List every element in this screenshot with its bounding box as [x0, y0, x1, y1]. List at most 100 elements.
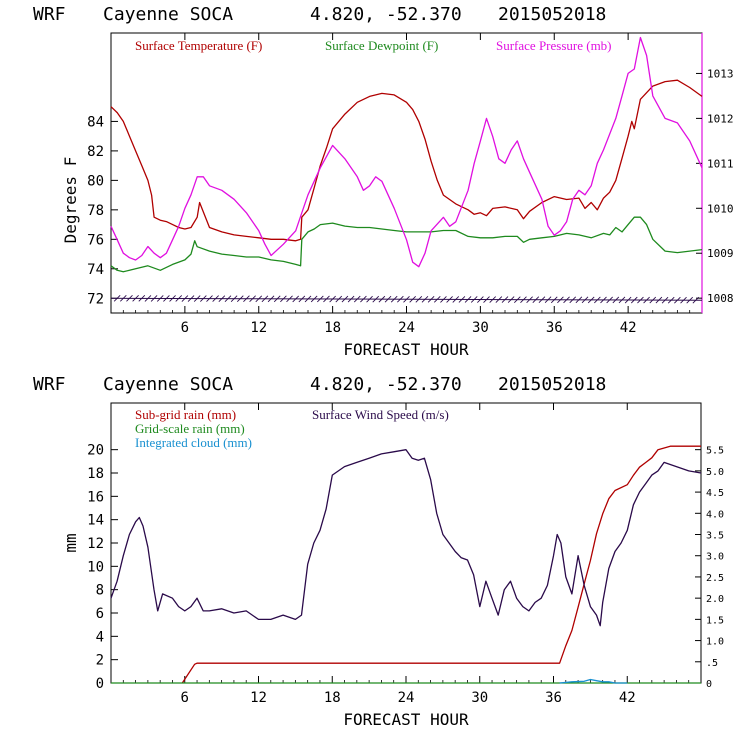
wind-barb [594, 296, 601, 304]
temperature-panel: WRF Cayenne SOCA 4.820, -52.370 20150520… [33, 4, 734, 359]
y2-tick-label: 5.5 [706, 446, 724, 457]
wind-barb [470, 296, 478, 303]
wind-barb [440, 296, 447, 303]
wind-barb [224, 295, 232, 302]
wind-barb [630, 296, 638, 304]
y2-tick-label: .5 [706, 658, 718, 669]
y-tick-label: 78 [87, 203, 104, 219]
chart-1-x-axis-label: FORECAST HOUR [343, 340, 469, 359]
wind-barb [587, 296, 595, 304]
wind-barb [181, 295, 189, 302]
wind-barb [323, 295, 330, 303]
y-tick-label: 0 [96, 676, 104, 692]
wind-barb [193, 295, 201, 302]
chart-1-header-model: WRF [33, 4, 66, 25]
chart-1-header-coords: 4.820, -52.370 [310, 4, 462, 25]
x-tick-label: 42 [620, 320, 637, 336]
x-tick-label: 36 [546, 320, 563, 336]
wind-barb [249, 295, 256, 303]
y-tick-label: 80 [87, 173, 104, 189]
wind-barb [483, 296, 490, 303]
y-tick-label: 74 [87, 262, 104, 278]
wind-barb [507, 296, 515, 303]
wind-barb [138, 295, 146, 302]
wind-barb [477, 296, 484, 303]
chart-1-x-axis: 6 12 18 24 30 36 42 [122, 33, 691, 336]
chart-1-y2-axis: 1008 1009 1010 1011 1012 1013 [696, 67, 734, 305]
wind-barb [273, 295, 281, 303]
wind-barb [267, 295, 275, 303]
series-line-sub-grid-rain-mm [181, 445, 701, 684]
wind-barb [187, 295, 195, 302]
chart-1-legend-temperature: Surface Temperature (F) [135, 38, 262, 53]
wind-barb [390, 295, 398, 303]
chart-2-legend-subgrid-rain: Sub-grid rain (mm) [135, 407, 236, 422]
y-tick-label: 12 [87, 536, 104, 552]
chart-2-y2-axis: 0 .5 1.0 1.5 2.0 2.5 3.0 3.5 4.0 4.5 5.0 5.5 [695, 446, 724, 690]
wind-barb [384, 295, 392, 303]
wind-barb [661, 296, 669, 304]
x-tick-label: 24 [398, 320, 415, 336]
y2-tick-label: 4.0 [706, 509, 724, 520]
y-tick-label: 4 [96, 629, 104, 645]
x-tick-label: 18 [324, 690, 341, 706]
wind-barb [347, 295, 355, 303]
wind-barb [513, 296, 521, 303]
wind-barb [575, 296, 583, 304]
chart-1-legend-dewpoint: Surface Dewpoint (F) [325, 38, 438, 53]
wind-barb [526, 296, 533, 303]
y2-tick-label: 1010 [707, 202, 734, 215]
rain-wind-panel: WRF Cayenne SOCA 4.820, -52.370 20150520… [33, 374, 724, 729]
wind-barb [489, 296, 497, 303]
wind-barb [649, 296, 657, 304]
wind-barb [163, 295, 170, 302]
wind-barb [674, 296, 681, 304]
wind-barb [280, 295, 287, 303]
y-tick-label: 84 [87, 114, 104, 130]
chart-1-legend-pressure: Surface Pressure (mb) [496, 38, 612, 53]
wind-barb [557, 296, 564, 304]
wind-barb [310, 295, 318, 303]
y-tick-label: 2 [96, 653, 104, 669]
wind-barb [144, 295, 152, 302]
series-line-surface-wind-speed-m-s [110, 449, 702, 627]
y-tick-label: 20 [87, 443, 104, 459]
wind-barb [113, 294, 121, 302]
wind-barb [637, 296, 644, 304]
y-tick-label: 16 [87, 489, 104, 505]
chart-1-y-axis-label: Degrees F [61, 157, 80, 244]
x-tick-label: 6 [181, 690, 189, 706]
series-line-integrated-cloud-mm [559, 678, 628, 684]
chart-1-header-location: Cayenne SOCA [103, 4, 233, 25]
chart-2-y-axis-label: mm [61, 533, 80, 552]
y2-tick-label: 1011 [707, 157, 734, 170]
x-tick-label: 36 [545, 690, 562, 706]
chart-2-legend-cloud: Integrated cloud (mm) [135, 435, 252, 450]
wind-barb [341, 295, 349, 303]
x-tick-label: 42 [619, 690, 636, 706]
wind-barb [612, 296, 620, 304]
wind-barb [372, 295, 380, 303]
wind-barb [501, 296, 509, 303]
wind-barb [353, 295, 361, 303]
wind-barb [452, 296, 460, 303]
wind-barb [581, 296, 589, 304]
wind-barb [427, 296, 435, 303]
wind-barb [261, 295, 269, 303]
chart-2-series [110, 445, 702, 684]
x-tick-label: 6 [181, 320, 189, 336]
y-tick-label: 76 [87, 232, 104, 248]
chart-2-header-coords: 4.820, -52.370 [310, 374, 462, 395]
wind-barb [409, 295, 416, 303]
wind-barb [667, 296, 675, 304]
y-tick-label: 6 [96, 606, 104, 622]
wind-barb [655, 296, 663, 304]
wind-barb [403, 295, 410, 303]
wind-barb [378, 295, 386, 303]
y2-tick-label: 3.0 [706, 552, 724, 563]
chart-1-wind-barbs [110, 294, 703, 304]
wind-barb [433, 296, 441, 303]
wind-barb [692, 296, 700, 304]
wind-barb [286, 295, 293, 303]
wind-barb [200, 295, 207, 302]
